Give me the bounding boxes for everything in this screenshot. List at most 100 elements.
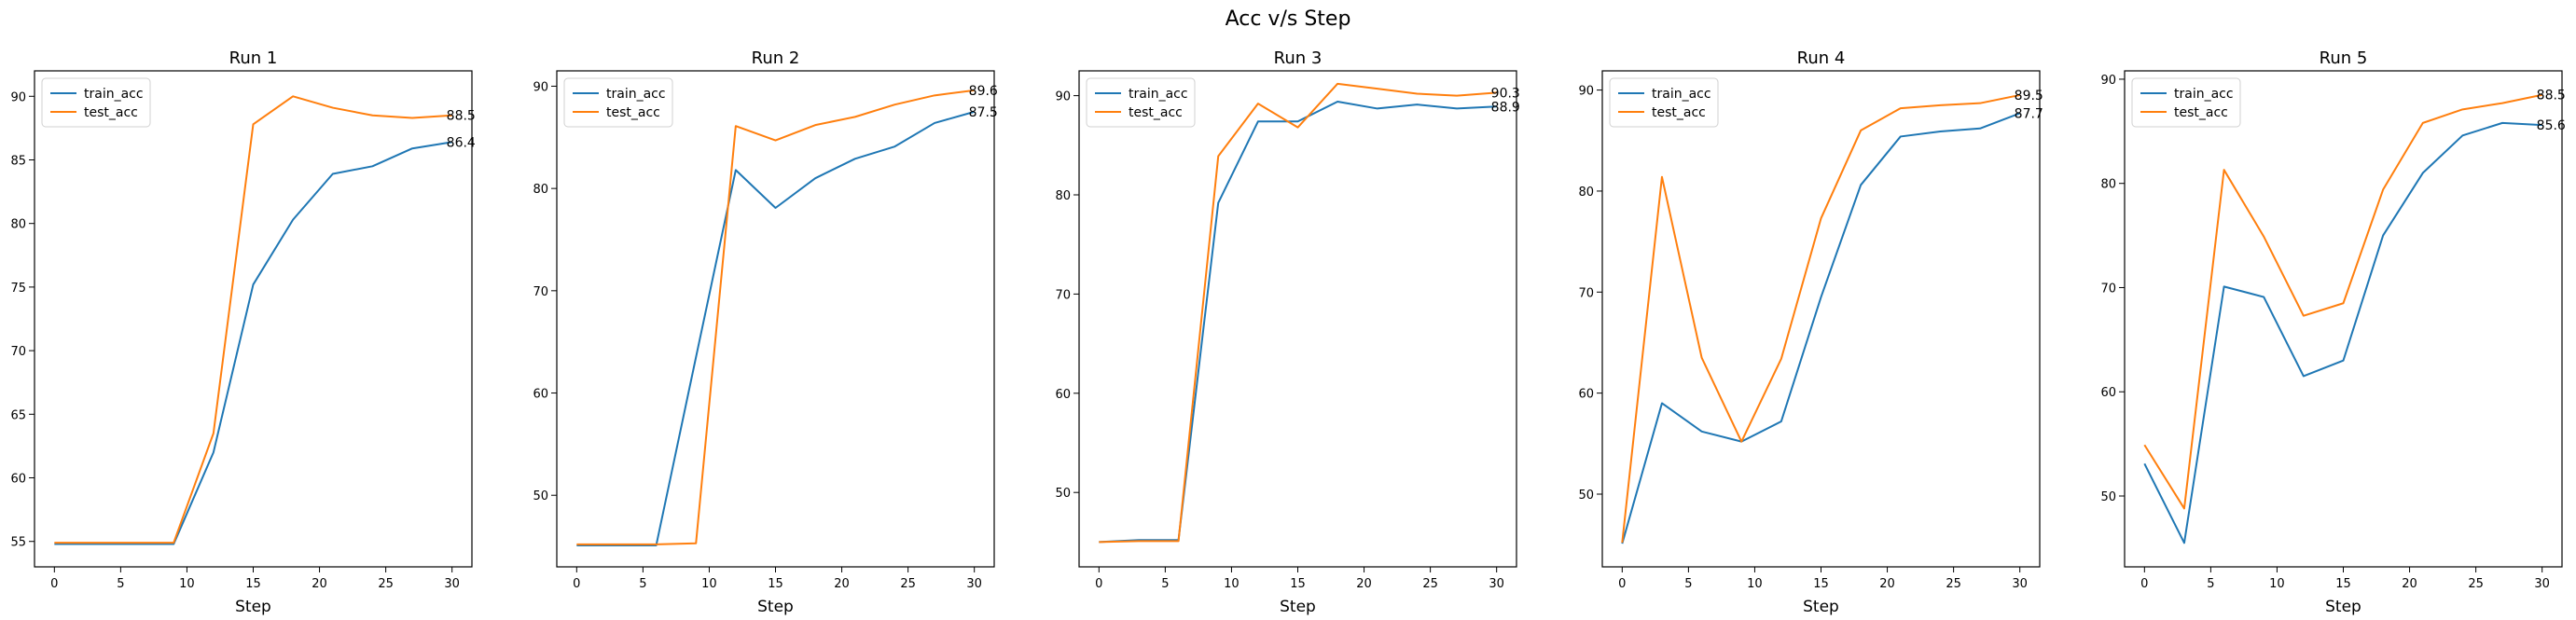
y-tick-label: 50 bbox=[533, 489, 548, 503]
y-tick-label: 90 bbox=[10, 90, 26, 104]
series-line-train_acc bbox=[54, 141, 452, 545]
y-tick-label: 80 bbox=[533, 183, 548, 197]
legend-label-train_acc: train_acc bbox=[1129, 87, 1188, 102]
panel-run-3: Run 3 88.990.3 0 5 10 15 20 25 30 50 60 70 80 90 Step t… bbox=[1055, 48, 1519, 616]
y-tick-label: 60 bbox=[1055, 388, 1071, 402]
x-tick-label: 5 bbox=[1161, 577, 1169, 591]
legend-box bbox=[1086, 77, 1196, 128]
series-line-test_acc bbox=[1621, 94, 2020, 544]
panel-title: Run 3 bbox=[1274, 48, 1323, 68]
x-tick-label: 25 bbox=[900, 577, 916, 591]
x-tick-label: 30 bbox=[2534, 577, 2550, 591]
x-tick-label: 5 bbox=[2207, 577, 2214, 591]
y-tick-label: 90 bbox=[1578, 85, 1594, 99]
y-tick-label: 70 bbox=[10, 345, 26, 359]
panel-title: Run 1 bbox=[229, 48, 278, 68]
y-tick-label: 50 bbox=[1578, 489, 1594, 503]
y-tick-label: 85 bbox=[10, 154, 26, 168]
x-axis-label: Step bbox=[235, 598, 271, 616]
end-label-train_acc: 85.6 bbox=[2537, 118, 2566, 133]
panel-title: Run 2 bbox=[752, 48, 800, 68]
x-tick-label: 25 bbox=[2468, 577, 2484, 591]
y-tick-label: 70 bbox=[533, 285, 548, 299]
series-line-train_acc bbox=[1099, 100, 1497, 544]
series-line-test_acc bbox=[1099, 82, 1497, 544]
x-tick-label: 20 bbox=[1879, 577, 1895, 591]
legend-box bbox=[2131, 77, 2241, 128]
legend-label-test_acc: test_acc bbox=[1652, 105, 1706, 120]
x-axis-label: Step bbox=[1280, 598, 1316, 616]
axes-frame bbox=[34, 70, 473, 568]
figure-title: Acc v/s Step bbox=[1226, 7, 1351, 31]
x-axis-label: Step bbox=[757, 598, 794, 616]
x-tick-label: 25 bbox=[378, 577, 394, 591]
legend-box bbox=[41, 77, 151, 128]
legend-box bbox=[1609, 77, 1719, 128]
panel-run-2: Run 2 87.5 89.6 0 5 10 15 20 25 30 50 60 70 80 90 Step t… bbox=[533, 48, 997, 616]
x-tick-label: 30 bbox=[2012, 577, 2028, 591]
panel-run-4: Run 4 87.7 89.5 0 5 10 15 20 25 30 50 60 70 80 90 Step t… bbox=[1578, 48, 2043, 616]
x-tick-label: 15 bbox=[1290, 577, 1306, 591]
axes-frame bbox=[2124, 70, 2563, 568]
x-tick-label: 0 bbox=[1618, 577, 1626, 591]
end-label-train_acc: 88.9 bbox=[1491, 100, 1520, 115]
end-label-train_acc: 87.5 bbox=[969, 105, 998, 120]
x-axis-label: Step bbox=[1803, 598, 1839, 616]
axes-frame bbox=[1601, 70, 2041, 568]
y-tick-label: 75 bbox=[10, 282, 26, 296]
legend-label-test_acc: test_acc bbox=[606, 105, 660, 120]
legend-label-test_acc: test_acc bbox=[84, 105, 138, 120]
y-tick-label: 80 bbox=[1578, 186, 1594, 200]
end-label-test_acc: 88.5 bbox=[447, 109, 476, 124]
y-tick-label: 70 bbox=[1055, 288, 1071, 302]
x-tick-label: 15 bbox=[245, 577, 261, 591]
panel-title: Run 4 bbox=[1797, 48, 1846, 68]
x-tick-label: 30 bbox=[1489, 577, 1504, 591]
y-tick-label: 50 bbox=[1055, 487, 1071, 501]
x-tick-label: 25 bbox=[1946, 577, 1961, 591]
y-tick-label: 70 bbox=[2100, 282, 2116, 296]
y-tick-label: 60 bbox=[1578, 388, 1594, 402]
end-label-train_acc: 87.7 bbox=[2015, 107, 2043, 122]
x-tick-label: 10 bbox=[179, 577, 195, 591]
x-tick-label: 5 bbox=[639, 577, 646, 591]
y-tick-label: 90 bbox=[533, 80, 548, 94]
y-tick-label: 80 bbox=[10, 218, 26, 232]
x-tick-label: 25 bbox=[1422, 577, 1438, 591]
x-tick-label: 20 bbox=[1356, 577, 1372, 591]
axes-frame bbox=[1078, 70, 1517, 568]
series-line-train_acc bbox=[2143, 121, 2542, 544]
y-tick-label: 60 bbox=[533, 388, 548, 402]
y-tick-label: 90 bbox=[2100, 74, 2116, 88]
y-tick-label: 80 bbox=[1055, 189, 1071, 203]
panel-run-5: Run 5 85.6 88.5 0 5 10 15 20 25 30 50 60 70 80 90 Step t… bbox=[2100, 48, 2565, 616]
x-tick-label: 15 bbox=[768, 577, 783, 591]
y-tick-label: 65 bbox=[10, 408, 26, 422]
legend-label-test_acc: test_acc bbox=[1129, 105, 1183, 120]
y-tick-label: 55 bbox=[10, 536, 26, 550]
x-tick-label: 0 bbox=[573, 577, 580, 591]
end-label-test_acc: 88.5 bbox=[2537, 89, 2566, 103]
y-tick-label: 70 bbox=[1578, 286, 1594, 300]
end-label-test_acc: 89.6 bbox=[969, 84, 998, 99]
x-tick-label: 10 bbox=[2269, 577, 2285, 591]
legend-label-train_acc: train_acc bbox=[84, 87, 144, 102]
x-tick-label: 20 bbox=[2402, 577, 2417, 591]
series-line-train_acc bbox=[576, 110, 975, 546]
legend-label-train_acc: train_acc bbox=[606, 87, 666, 102]
legend-label-train_acc: train_acc bbox=[1652, 87, 1711, 102]
end-label-test_acc: 89.5 bbox=[2015, 89, 2043, 103]
x-tick-label: 0 bbox=[1095, 577, 1102, 591]
x-tick-label: 10 bbox=[1224, 577, 1240, 591]
end-label-test_acc: 90.3 bbox=[1491, 86, 1520, 101]
x-tick-label: 20 bbox=[834, 577, 850, 591]
axes-frame bbox=[556, 70, 995, 568]
series-line-train_acc bbox=[1621, 112, 2021, 544]
panel-title: Run 5 bbox=[2320, 48, 2368, 68]
y-tick-label: 60 bbox=[2100, 386, 2116, 400]
y-tick-label: 60 bbox=[10, 473, 26, 487]
x-tick-label: 15 bbox=[1813, 577, 1829, 591]
y-tick-label: 50 bbox=[2100, 490, 2116, 504]
